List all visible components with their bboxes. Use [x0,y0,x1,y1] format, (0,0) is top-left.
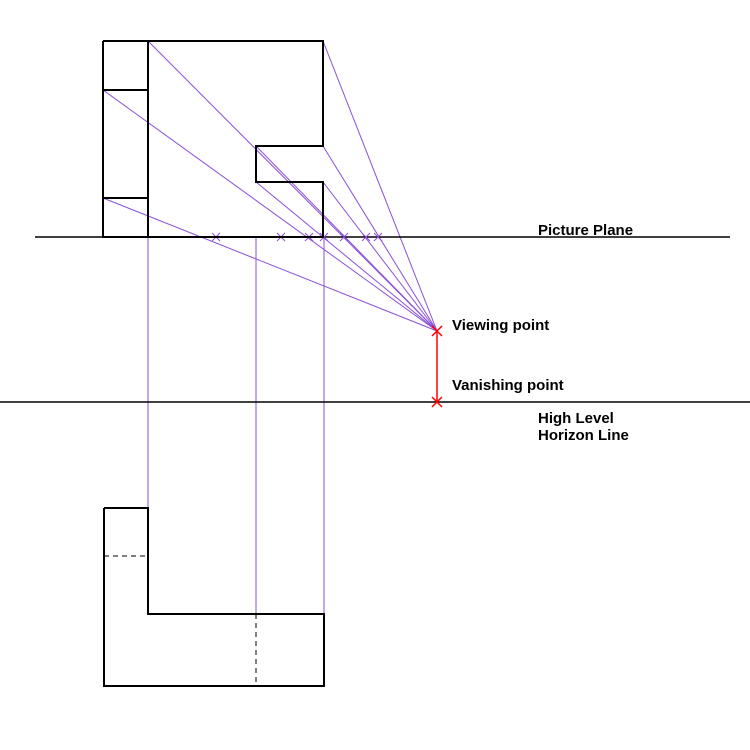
picture-plane-label: Picture Plane [538,222,633,239]
vanishing-point-label: Vanishing point [452,377,564,394]
viewing-point-label: Viewing point [452,317,549,334]
high-level-horizon-label: High Level Horizon Line [538,410,629,444]
perspective-diagram [0,0,750,750]
